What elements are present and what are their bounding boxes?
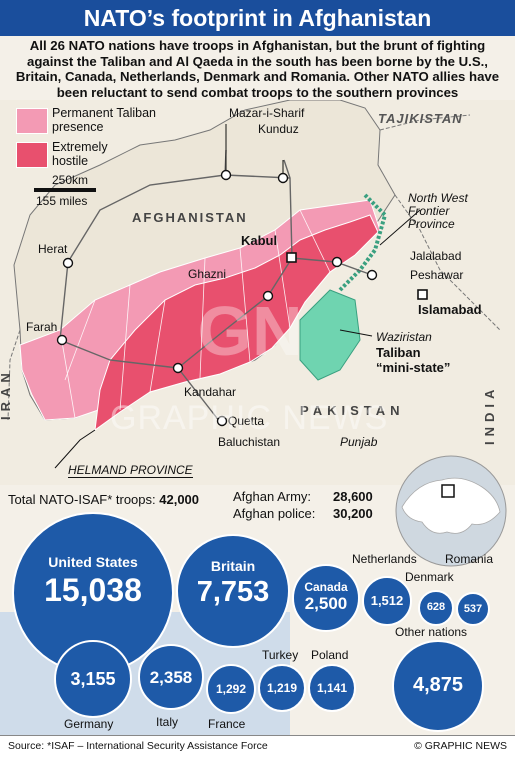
bubble-netherlands: 1,512 [362,576,412,626]
afghan-army-label: Afghan Army: [233,489,312,504]
label-baluchistan: Baluchistan [218,435,281,449]
bubble-romania-value: 537 [463,603,483,615]
label-denmark: Denmark [405,570,454,584]
label-kunduz: Kunduz [258,122,299,136]
label-kabul: Kabul [241,233,278,248]
label-pakistan: PAKISTAN [300,403,405,418]
label-helmand: HELMAND PROVINCE [68,463,193,478]
footer: Source: *ISAF – International Security A… [0,735,515,758]
afghan-army-value: 28,600 [333,489,373,504]
bubble-united-states-value: 15,038 [44,572,142,608]
afghan-police: Afghan police: 30,200 [233,506,373,521]
bubble-britain: Britain 7,753 [176,534,290,648]
label-watermark: GRAPHIC NEWS [110,399,389,437]
bubble-denmark-value: 628 [426,601,446,613]
label-peshawar: Peshawar [410,268,464,282]
bubble-other-nations-value: 4,875 [412,674,464,696]
intro-text: All 26 NATO nations have troops in Afgha… [15,38,500,100]
total-nato-label: Total NATO-ISAF* troops: [8,492,156,507]
total-nato-value: 42,000 [159,492,200,507]
afghan-army: Afghan Army: 28,600 [233,489,373,504]
label-jalalabad: Jalalabad [410,249,462,263]
bubble-turkey: 1,219 [258,664,306,712]
afghan-police-value: 30,200 [333,506,373,521]
globe-inset [395,455,507,567]
scale-km: 250km [52,173,89,187]
label-germany: Germany [64,717,114,731]
bubble-italy: 2,358 [138,644,204,710]
bubble-other-nations: 4,875 [392,640,484,732]
map: GN [0,100,515,485]
credit: © GRAPHIC NEWS [414,740,507,752]
label-netherlands: Netherlands [352,552,417,566]
legend-hostile-swatch [16,142,48,168]
label-iran: IRAN [0,368,13,420]
label-india: INDIA [482,384,497,445]
label-waziristan: Waziristan [376,330,432,344]
legend-permanent-swatch [16,108,48,134]
page-title: NATO’s footprint in Afghanistan [0,0,515,36]
label-italy: Italy [156,715,179,729]
bubble-denmark: 628 [418,590,454,626]
label-quetta: Quetta [228,414,265,428]
label-france: France [208,717,246,731]
bubble-britain-name: Britain [210,558,256,574]
scale-miles: 155 miles [36,194,88,208]
total-nato: Total NATO-ISAF* troops: 42,000 [8,492,199,507]
label-poland: Poland [311,648,349,662]
bubble-germany-value: 3,155 [70,669,116,689]
bubble-romania: 537 [456,592,490,626]
bubble-france: 1,292 [206,664,256,714]
waziristan-region [299,289,361,381]
label-herat: Herat [38,242,68,256]
watermark-logo: GN [198,292,303,370]
legend-hostile-label: Extremely hostile [52,140,108,168]
bubble-united-states-name: United States [48,554,138,570]
label-ghazni: Ghazni [188,267,227,281]
bubble-italy-value: 2,358 [149,668,193,687]
label-waziristan-taliban: Taliban [376,345,421,360]
label-other-nations: Other nations [395,625,468,639]
bubble-canada-name: Canada [304,580,348,594]
source-note: Source: *ISAF – International Security A… [8,740,268,752]
bubble-turkey-value: 1,219 [266,681,298,695]
bubble-canada-value: 2,500 [304,594,348,613]
label-romania: Romania [445,552,494,566]
afghan-police-label: Afghan police: [233,506,316,521]
bubble-poland-value: 1,141 [316,681,348,695]
bubble-netherlands-value: 1,512 [370,593,404,608]
label-waziristan-ministate: “mini-state” [376,360,451,375]
label-tajikistan: TAJIKISTAN [378,111,463,126]
label-mazar: Mazar-i-Sharif [229,106,305,120]
label-nwfp: North West Frontier Province [408,191,468,231]
label-afghanistan: AFGHANISTAN [132,210,248,225]
label-turkey: Turkey [262,648,299,662]
bubble-canada: Canada 2,500 [292,564,360,632]
bubble-poland: 1,141 [308,664,356,712]
bubble-britain-value: 7,753 [196,576,270,608]
islamabad-marker [417,289,428,300]
label-punjab: Punjab [340,435,378,449]
scale-bar [34,188,96,192]
label-kandahar: Kandahar [184,385,237,399]
label-islamabad: Islamabad [418,302,482,317]
bubble-germany: 3,155 [54,640,132,718]
bubble-france-value: 1,292 [215,682,247,696]
legend-permanent-label: Permanent Taliban presence [52,106,157,134]
label-farah: Farah [26,320,58,334]
kabul-marker [286,252,297,263]
